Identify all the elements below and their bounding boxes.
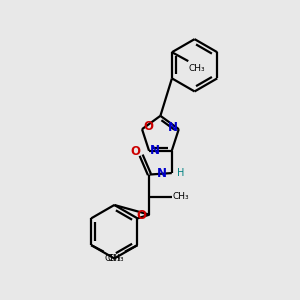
Text: CH₃: CH₃ xyxy=(189,64,206,73)
Text: N: N xyxy=(157,167,167,180)
Text: CH₃: CH₃ xyxy=(105,254,122,263)
Text: O: O xyxy=(131,145,141,158)
Text: CH₃: CH₃ xyxy=(107,254,124,263)
Text: CH₃: CH₃ xyxy=(173,192,190,201)
Text: H: H xyxy=(177,168,184,178)
Text: N: N xyxy=(150,144,160,157)
Text: O: O xyxy=(136,209,146,222)
Text: N: N xyxy=(168,121,178,134)
Text: O: O xyxy=(143,120,153,133)
